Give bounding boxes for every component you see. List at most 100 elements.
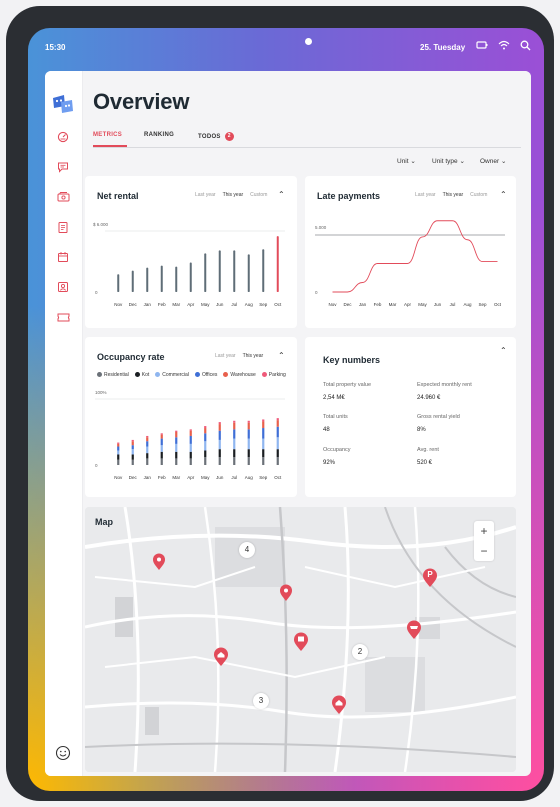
house-pin-icon[interactable] [213, 647, 229, 667]
bar-segment [160, 445, 163, 452]
legend-swatch [223, 372, 229, 378]
x-tick-label: Aug [245, 302, 254, 307]
map-pin-icon[interactable] [152, 553, 166, 571]
map-cluster[interactable]: 3 [253, 693, 269, 709]
collapse-icon[interactable]: ⌃ [500, 346, 507, 355]
parking-pin-icon[interactable]: P [422, 568, 438, 588]
legend-swatch [134, 372, 140, 378]
bar-segment [146, 446, 149, 454]
house-pin-icon[interactable] [331, 695, 347, 715]
late-payments-chart: 5.000 0 Nov Dec Jan Feb Mar Apr May Jun Jul Aug Sep O… [315, 220, 505, 307]
map-pin-icon[interactable] [279, 584, 293, 602]
period-custom[interactable]: Custom [250, 192, 268, 198]
collapse-icon[interactable]: ⌃ [278, 190, 285, 199]
filter-unit-type[interactable]: Unit type ⌄ [432, 157, 465, 165]
x-tick-label: Sep [259, 475, 268, 480]
legend-swatch [194, 372, 200, 378]
bar-segment [204, 441, 207, 451]
legend-swatch [155, 372, 161, 378]
tab-ranking[interactable]: RANKING [144, 132, 175, 138]
legend-item: Offices [194, 372, 217, 378]
bar-segment [131, 454, 134, 460]
period-this-year[interactable]: This year [222, 192, 244, 198]
map-title: Map [95, 517, 113, 527]
documents-icon[interactable] [54, 218, 72, 236]
chat-icon[interactable] [54, 158, 72, 176]
legend-item: Residential [97, 372, 129, 378]
bar-segment [160, 458, 163, 465]
bar-segment [160, 438, 163, 446]
todos-count-badge: 2 [224, 132, 234, 141]
bar-segment [218, 422, 221, 425]
bar-segment [276, 420, 279, 427]
active-tab-indicator [93, 145, 127, 147]
period-this-year[interactable]: This year [242, 353, 264, 359]
period-last-year[interactable]: Last year [215, 353, 236, 359]
collapse-icon[interactable]: ⌃ [278, 351, 285, 360]
period-custom[interactable]: Custom [470, 192, 488, 198]
shop-pin-icon[interactable] [406, 620, 422, 640]
x-tick-label: May [418, 302, 427, 307]
bar-segment [276, 449, 279, 458]
bar-segment [262, 457, 265, 465]
x-tick-label: Nov [114, 302, 123, 307]
money-icon[interactable] [54, 188, 72, 206]
net-rental-chart: $ 6.000 0 Nov Dec Jan Feb Mar Apr May Jun Jul Aug Se… [93, 222, 285, 307]
x-tick-label: Nov [114, 475, 123, 480]
calendar-icon[interactable] [54, 248, 72, 266]
bar-segment [218, 439, 221, 450]
app-logo-icon[interactable] [51, 93, 75, 115]
bar-segment [218, 457, 221, 465]
map-cluster[interactable]: 4 [239, 542, 255, 558]
contacts-icon[interactable] [54, 278, 72, 296]
late-payments-card: Late payments Last year This year Custom ⌃… [305, 176, 516, 328]
legend-item: Warehouse [223, 372, 256, 378]
tab-metrics[interactable]: METRICS [93, 132, 123, 138]
y-tick-label: 5.000 [315, 225, 327, 230]
filter-owner[interactable]: Owner ⌄ [480, 157, 506, 165]
period-last-year[interactable]: Last year [195, 192, 216, 198]
bar-segment [218, 449, 221, 458]
search-icon[interactable] [520, 40, 531, 53]
bar [218, 250, 221, 292]
building-pin-icon[interactable] [293, 632, 309, 652]
bar-segment [247, 449, 250, 458]
bar-segment [117, 443, 120, 447]
filter-unit[interactable]: Unit ⌄ [397, 157, 416, 165]
bar-segment [218, 424, 221, 431]
support-icon[interactable] [53, 743, 73, 763]
x-tick-label: Mar [172, 475, 180, 480]
total-units: 48 [323, 427, 330, 433]
bar-segment [131, 439, 134, 442]
map-panel[interactable]: Map + − P [85, 507, 516, 772]
tickets-icon[interactable] [54, 308, 72, 326]
bar-segment [189, 430, 192, 436]
tab-todos[interactable]: TODOS 2 [198, 132, 234, 141]
bar-segment [160, 433, 163, 435]
bar [233, 250, 236, 292]
status-date: 25. Tuesday [420, 43, 466, 52]
net-rental-period-tabs: Last year This year Custom [195, 192, 274, 198]
x-tick-label: Nov [328, 302, 337, 307]
bar-segment [262, 438, 265, 450]
bar [247, 254, 250, 292]
zoom-out-button[interactable]: − [480, 544, 488, 558]
legend-swatch [97, 372, 102, 378]
x-tick-label: May [201, 475, 210, 480]
bar-segment [276, 437, 279, 450]
period-last-year[interactable]: Last year [415, 192, 436, 198]
x-tick-label: Jan [144, 475, 152, 480]
bar [204, 253, 207, 292]
dashboard-icon[interactable] [54, 128, 72, 146]
status-bar: 15:30 25. Tuesday [28, 28, 544, 68]
map-cluster[interactable]: 2 [352, 644, 368, 660]
bar [117, 274, 120, 292]
bar-segment [204, 433, 207, 442]
bar-segment [276, 457, 279, 465]
late-payments-period-tabs: Last year This year Custom [415, 192, 494, 198]
bar-segment [247, 429, 250, 439]
period-this-year[interactable]: This year [442, 192, 464, 198]
collapse-icon[interactable]: ⌃ [500, 190, 507, 199]
bar [276, 236, 279, 292]
zoom-in-button[interactable]: + [480, 524, 488, 538]
